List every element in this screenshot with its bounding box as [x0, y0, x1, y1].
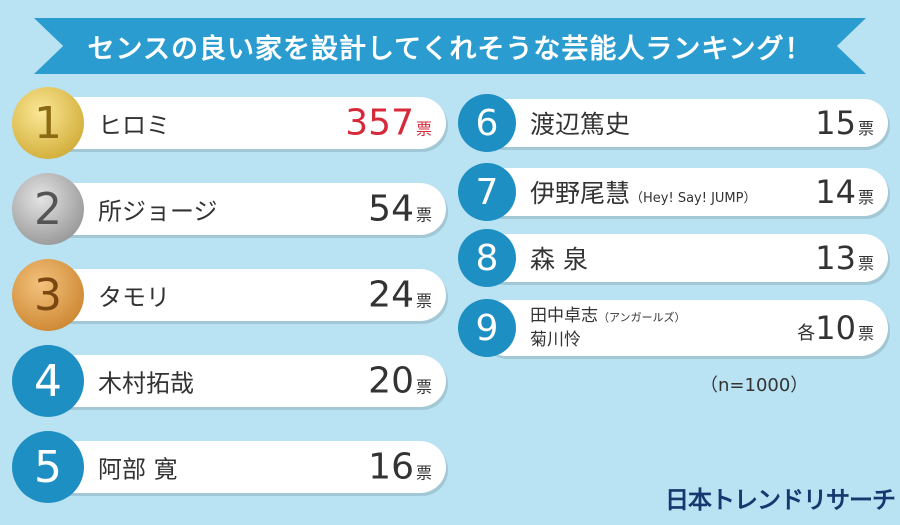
ranking-row-2: 所ジョージ 54 票 [34, 183, 446, 235]
rank-number-9: 9 [475, 307, 499, 349]
ranking-row-9: 田中卓志（アンガールズ） 菊川怜 各10 票 [478, 300, 888, 356]
votes-4: 20 票 [368, 360, 432, 402]
votes-2: 54 票 [368, 188, 432, 230]
chart-title: センスの良い家を設計してくれそうな芸能人ランキング！ [87, 33, 813, 65]
rank-5-badge: 5 [12, 431, 84, 503]
ranking-row-8: 森 泉 13 票 [478, 234, 888, 282]
votes-5: 16 票 [368, 446, 432, 488]
name-5: 阿部 寛 [98, 455, 178, 484]
votes-1: 357 票 [345, 102, 432, 144]
name-9: 田中卓志（アンガールズ） 菊川怜 [530, 306, 686, 350]
rank-8-badge: 8 [458, 229, 516, 287]
rank-3-bronze-medal: 3 [12, 259, 84, 331]
rank-number-5: 5 [34, 441, 62, 493]
group-7: （Hey! Say! JUMP） [630, 191, 757, 206]
rank-2-silver-medal: 2 [12, 173, 84, 245]
ranking-row-3: タモリ 24 票 [34, 269, 446, 321]
name-4: 木村拓哉 [98, 369, 194, 398]
ranking-row-5: 阿部 寛 16 票 [34, 441, 446, 493]
name-6: 渡辺篤史 [530, 110, 631, 139]
rank-number-2: 2 [34, 183, 62, 235]
rank-number-7: 7 [475, 171, 499, 213]
rank-number-8: 8 [475, 237, 499, 279]
name-9b: 菊川怜 [530, 330, 581, 350]
votes-9: 各10 票 [797, 309, 874, 347]
rank-number-3: 3 [34, 269, 62, 321]
name-3: タモリ [98, 283, 170, 312]
sample-size-note: （n=1000） [700, 375, 809, 396]
rank-4-badge: 4 [12, 345, 84, 417]
rank-number-4: 4 [34, 355, 62, 407]
group-9: （アンガールズ） [598, 311, 686, 324]
rank-7-badge: 7 [458, 163, 516, 221]
votes-3: 24 票 [368, 274, 432, 316]
name-7: 伊野尾慧（Hey! Say! JUMP） [530, 179, 757, 208]
title-banner: センスの良い家を設計してくれそうな芸能人ランキング！ [34, 18, 866, 74]
votes-7: 14 票 [815, 173, 874, 211]
rank-6-badge: 6 [458, 94, 516, 152]
ranking-row-1: ヒロミ 357 票 [34, 97, 446, 149]
votes-6: 15 票 [815, 104, 874, 142]
rank-9-badge: 9 [458, 299, 516, 357]
ranking-row-6: 渡辺篤史 15 票 [478, 99, 888, 147]
ranking-row-7: 伊野尾慧（Hey! Say! JUMP） 14 票 [478, 168, 888, 216]
name-2: 所ジョージ [98, 197, 218, 226]
brand-logo: 日本トレンドリサーチ [665, 486, 896, 514]
votes-8: 13 票 [815, 239, 874, 277]
rank-1-gold-medal: 1 [12, 87, 84, 159]
name-8: 森 泉 [530, 245, 588, 274]
name-1: ヒロミ [98, 111, 170, 140]
rank-number-1: 1 [34, 97, 62, 149]
ranking-row-4: 木村拓哉 20 票 [34, 355, 446, 407]
rank-number-6: 6 [475, 102, 499, 144]
